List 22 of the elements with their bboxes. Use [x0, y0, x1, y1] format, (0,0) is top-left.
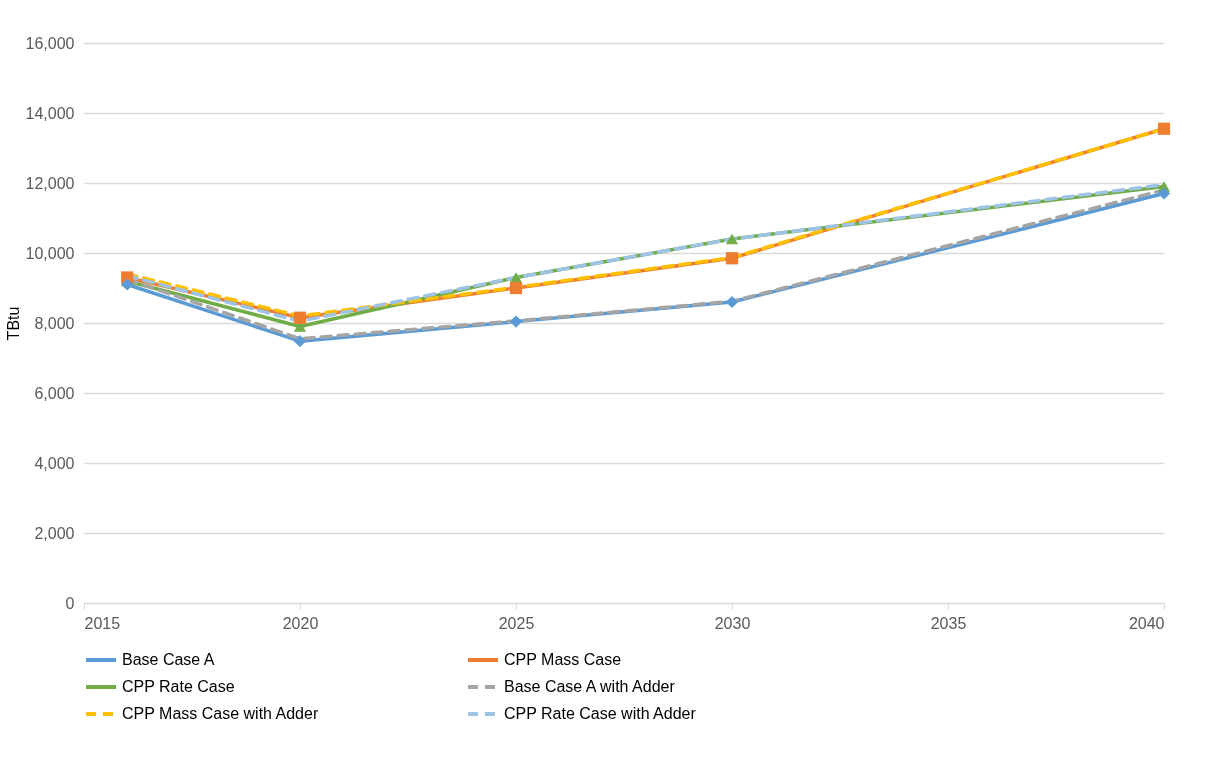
x-tick-label: 2035: [930, 614, 967, 632]
y-tick-label: 10,000: [25, 244, 75, 262]
x-tick-label: 2015: [84, 614, 121, 632]
x-tick-label: 2025: [498, 614, 535, 632]
y-tick-label: 16,000: [25, 34, 75, 52]
y-tick-label: 14,000: [25, 104, 75, 122]
legend-label: CPP Rate Case: [122, 678, 235, 695]
y-tick-label: 2,000: [34, 524, 75, 542]
x-tick-label: 2030: [714, 614, 751, 632]
legend-label: Base Case A: [122, 651, 215, 668]
legend-label: CPP Mass Case with Adder: [122, 705, 319, 722]
y-tick-label: 12,000: [25, 174, 75, 192]
y-tick-label: 8,000: [34, 314, 75, 332]
y-tick-label: 6,000: [34, 384, 75, 402]
y-tick-label: 0: [65, 594, 75, 612]
y-tick-label: 4,000: [34, 454, 75, 472]
legend-label: CPP Mass Case: [504, 651, 622, 668]
y-axis-title: TBtu: [4, 306, 22, 341]
legend-label: Base Case A with Adder: [504, 678, 676, 695]
legend-label: CPP Rate Case with Adder: [504, 705, 697, 722]
x-tick-label: 2020: [282, 614, 319, 632]
x-tick-label: 2040: [1128, 614, 1165, 632]
